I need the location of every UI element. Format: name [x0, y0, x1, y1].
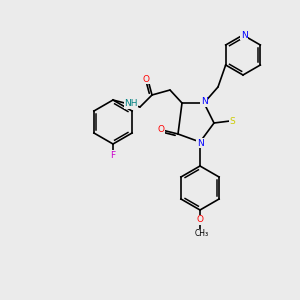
- Text: S: S: [229, 116, 235, 125]
- Text: NH: NH: [124, 100, 138, 109]
- Text: F: F: [110, 151, 116, 160]
- Text: N: N: [241, 31, 248, 40]
- Text: O: O: [142, 74, 149, 83]
- Text: O: O: [158, 125, 164, 134]
- Text: N: N: [196, 139, 203, 148]
- Text: CH₃: CH₃: [195, 230, 209, 238]
- Text: O: O: [196, 215, 203, 224]
- Text: N: N: [201, 98, 207, 106]
